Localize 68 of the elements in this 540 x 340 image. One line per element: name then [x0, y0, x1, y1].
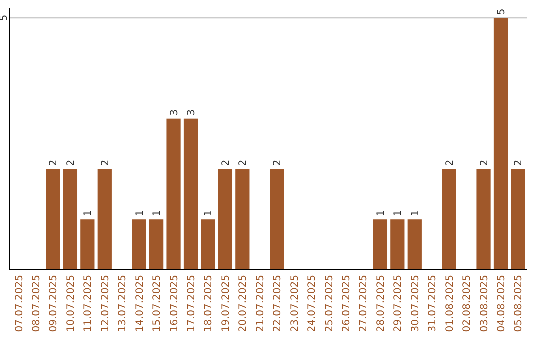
- bar: [98, 169, 112, 270]
- x-tick-label: 11.07.2025: [83, 275, 94, 332]
- bar: [184, 118, 198, 270]
- data-label: 2: [100, 160, 112, 166]
- bar: [390, 220, 405, 270]
- data-label: 1: [152, 210, 164, 217]
- x-tick-label: 04.08.2025: [496, 275, 508, 332]
- data-label: 1: [376, 210, 387, 217]
- data-label: 1: [410, 210, 422, 217]
- x-tick-label: 03.08.2025: [479, 275, 490, 332]
- x-tick-label: 16.07.2025: [169, 275, 180, 332]
- bar: [476, 169, 491, 270]
- x-tick-label: 05.08.2025: [514, 275, 525, 332]
- x-tick-label: 22.07.2025: [272, 275, 284, 332]
- x-tick-label: 18.07.2025: [204, 275, 215, 332]
- data-label: 1: [134, 210, 146, 217]
- data-label: 2: [514, 160, 525, 166]
- data-label: 5: [496, 8, 508, 16]
- x-tick-label: 23.07.2025: [290, 275, 301, 332]
- data-label: 2: [238, 160, 250, 166]
- bar: [408, 220, 422, 270]
- x-tick-label: 21.07.2025: [255, 275, 266, 332]
- data-label: 1: [204, 210, 215, 217]
- bar: [270, 169, 284, 270]
- x-tick-label: 28.07.2025: [376, 275, 387, 332]
- x-tick-label: 13.07.2025: [118, 275, 129, 332]
- data-label: 2: [48, 160, 60, 166]
- x-tick-label: 09.07.2025: [48, 275, 60, 332]
- data-label: 3: [186, 109, 198, 116]
- bar: [373, 220, 388, 270]
- bar: [80, 220, 95, 270]
- data-label: 3: [169, 109, 180, 116]
- bar: [442, 169, 456, 270]
- bar: [201, 220, 216, 270]
- bar: [46, 169, 60, 270]
- x-tick-label: 01.08.2025: [444, 275, 456, 332]
- bar: [149, 220, 164, 270]
- data-label: 2: [220, 160, 232, 166]
- x-tick-label: 08.07.2025: [32, 275, 43, 332]
- x-tick-label: 31.07.2025: [428, 275, 439, 332]
- x-tick-label: 27.07.2025: [358, 275, 370, 332]
- x-tick-label: 20.07.2025: [238, 275, 250, 332]
- bar: [166, 118, 181, 270]
- bar: [132, 220, 146, 270]
- x-tick-label: 30.07.2025: [410, 275, 422, 332]
- x-tick-label: 10.07.2025: [66, 275, 77, 332]
- bar: [236, 169, 250, 270]
- data-label: 2: [479, 160, 490, 166]
- data-label: 2: [66, 160, 77, 166]
- data-label: 2: [272, 160, 284, 166]
- x-tick-label: 02.08.2025: [462, 275, 474, 332]
- x-tick-label: 25.07.2025: [324, 275, 336, 332]
- x-tick-label: 15.07.2025: [152, 275, 164, 332]
- x-tick-label: 07.07.2025: [14, 275, 26, 332]
- bar: [494, 18, 508, 270]
- x-tick-label: 29.07.2025: [393, 275, 404, 332]
- x-tick-label: 17.07.2025: [186, 275, 198, 332]
- x-tick-label: 12.07.2025: [100, 275, 112, 332]
- x-tick-label: 26.07.2025: [342, 275, 352, 332]
- x-tick-label: 14.07.2025: [134, 275, 146, 332]
- data-label: 1: [83, 210, 94, 217]
- data-label: 1: [393, 210, 404, 217]
- x-tick-label: 24.07.2025: [307, 275, 318, 332]
- bar: [218, 169, 233, 270]
- data-label: 2: [444, 160, 456, 166]
- x-tick-label: 19.07.2025: [220, 275, 232, 332]
- bar: [511, 169, 526, 270]
- bar: [63, 169, 78, 270]
